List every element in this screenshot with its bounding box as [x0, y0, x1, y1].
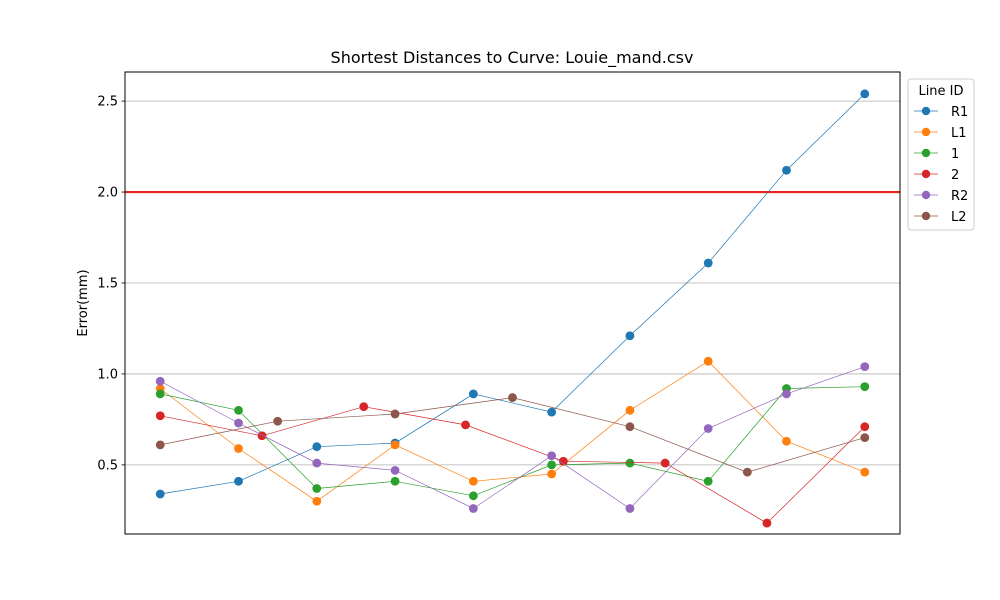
legend-items: R1 L1 1 2 R2 L2: [914, 105, 968, 225]
data-point: [625, 458, 635, 468]
data-point: [703, 424, 713, 433]
legend-box: [907, 78, 975, 231]
data-point: [155, 489, 165, 499]
series-R2: [155, 362, 870, 513]
data-point: [547, 460, 557, 470]
y-tick-label: 2.0: [97, 186, 118, 201]
data-point: [390, 476, 400, 486]
legend-swatch-marker: [921, 169, 931, 179]
data-point: [273, 416, 283, 426]
data-point: [234, 418, 243, 428]
legend-item: 1: [914, 147, 959, 162]
data-point: [782, 389, 791, 399]
chart-title: Shortest Distances to Curve: Louie_mand.…: [331, 48, 694, 68]
data-point: [625, 405, 635, 415]
data-point: [359, 402, 369, 412]
data-point: [390, 409, 400, 419]
legend-swatch-marker: [921, 106, 931, 116]
series-line: [159, 360, 865, 502]
legend-label: L1: [951, 126, 967, 141]
data-point: [762, 518, 772, 528]
data-point: [860, 362, 870, 372]
data-point: [155, 440, 165, 450]
legend-label: R2: [951, 189, 968, 204]
series-line: [160, 93, 866, 495]
legend-label: 2: [951, 168, 959, 183]
legend-swatch-marker: [921, 127, 931, 137]
legend: Line ID R1 L1 1 2 R2 L2: [907, 78, 975, 231]
data-point: [468, 491, 478, 501]
data-point: [390, 440, 400, 450]
legend-label: 1: [951, 147, 959, 162]
legend-label: L2: [951, 210, 967, 225]
series-line: [160, 386, 865, 497]
data-point: [547, 451, 557, 461]
data-point: [558, 456, 568, 466]
data-point: [468, 504, 478, 513]
data-point: [547, 407, 557, 417]
data-point: [703, 258, 713, 268]
y-tick-label: 1.5: [97, 276, 118, 291]
legend-swatch-marker: [921, 148, 931, 158]
data-point: [660, 458, 670, 468]
data-point: [860, 89, 870, 99]
legend-swatch-marker: [921, 190, 931, 200]
series-L1: [155, 356, 870, 506]
series-group: [155, 89, 870, 528]
y-tick-label: 2.5: [97, 95, 118, 110]
y-tick-label: 0.5: [97, 458, 118, 473]
series-1: [155, 382, 870, 501]
data-point: [312, 458, 322, 468]
series-L2: [155, 393, 870, 477]
data-point: [468, 476, 478, 486]
data-point: [155, 411, 165, 421]
data-point: [625, 422, 635, 432]
data-point: [312, 442, 322, 452]
y-axis-ticks: 0.5 1.0 1.5 2.0 2.5: [97, 95, 125, 473]
legend-swatch-marker: [921, 211, 931, 221]
data-point: [782, 436, 791, 446]
data-point: [547, 469, 557, 479]
data-point: [625, 331, 635, 341]
data-point: [234, 444, 243, 453]
data-point: [625, 504, 635, 513]
data-point: [860, 382, 870, 392]
series-line: [160, 406, 866, 524]
data-point: [390, 465, 400, 475]
data-point: [234, 476, 243, 486]
plot-frame: [124, 71, 901, 535]
data-point: [155, 389, 165, 399]
data-point: [312, 484, 322, 493]
data-point: [860, 422, 870, 432]
data-point: [860, 433, 870, 442]
data-point: [782, 165, 791, 175]
data-point: [155, 376, 165, 386]
y-tick-label: 1.0: [97, 367, 118, 382]
data-point: [312, 496, 322, 506]
data-point: [860, 467, 870, 477]
legend-item: L1: [914, 126, 967, 141]
data-point: [468, 389, 478, 399]
data-point: [461, 420, 470, 430]
series-2: [155, 402, 870, 528]
legend-item: L2: [914, 210, 967, 225]
legend-item: R2: [914, 189, 968, 204]
legend-item: R1: [914, 105, 968, 120]
legend-title: Line ID: [918, 84, 963, 99]
series-line: [160, 366, 865, 509]
data-point: [703, 356, 713, 366]
data-point: [703, 476, 713, 486]
data-point: [257, 431, 267, 441]
data-point: [234, 405, 243, 415]
data-point: [742, 467, 752, 477]
legend-item: 2: [914, 168, 959, 183]
y-axis-label: Error(mm): [76, 269, 91, 336]
data-point: [508, 393, 517, 402]
legend-label: R1: [951, 105, 968, 120]
